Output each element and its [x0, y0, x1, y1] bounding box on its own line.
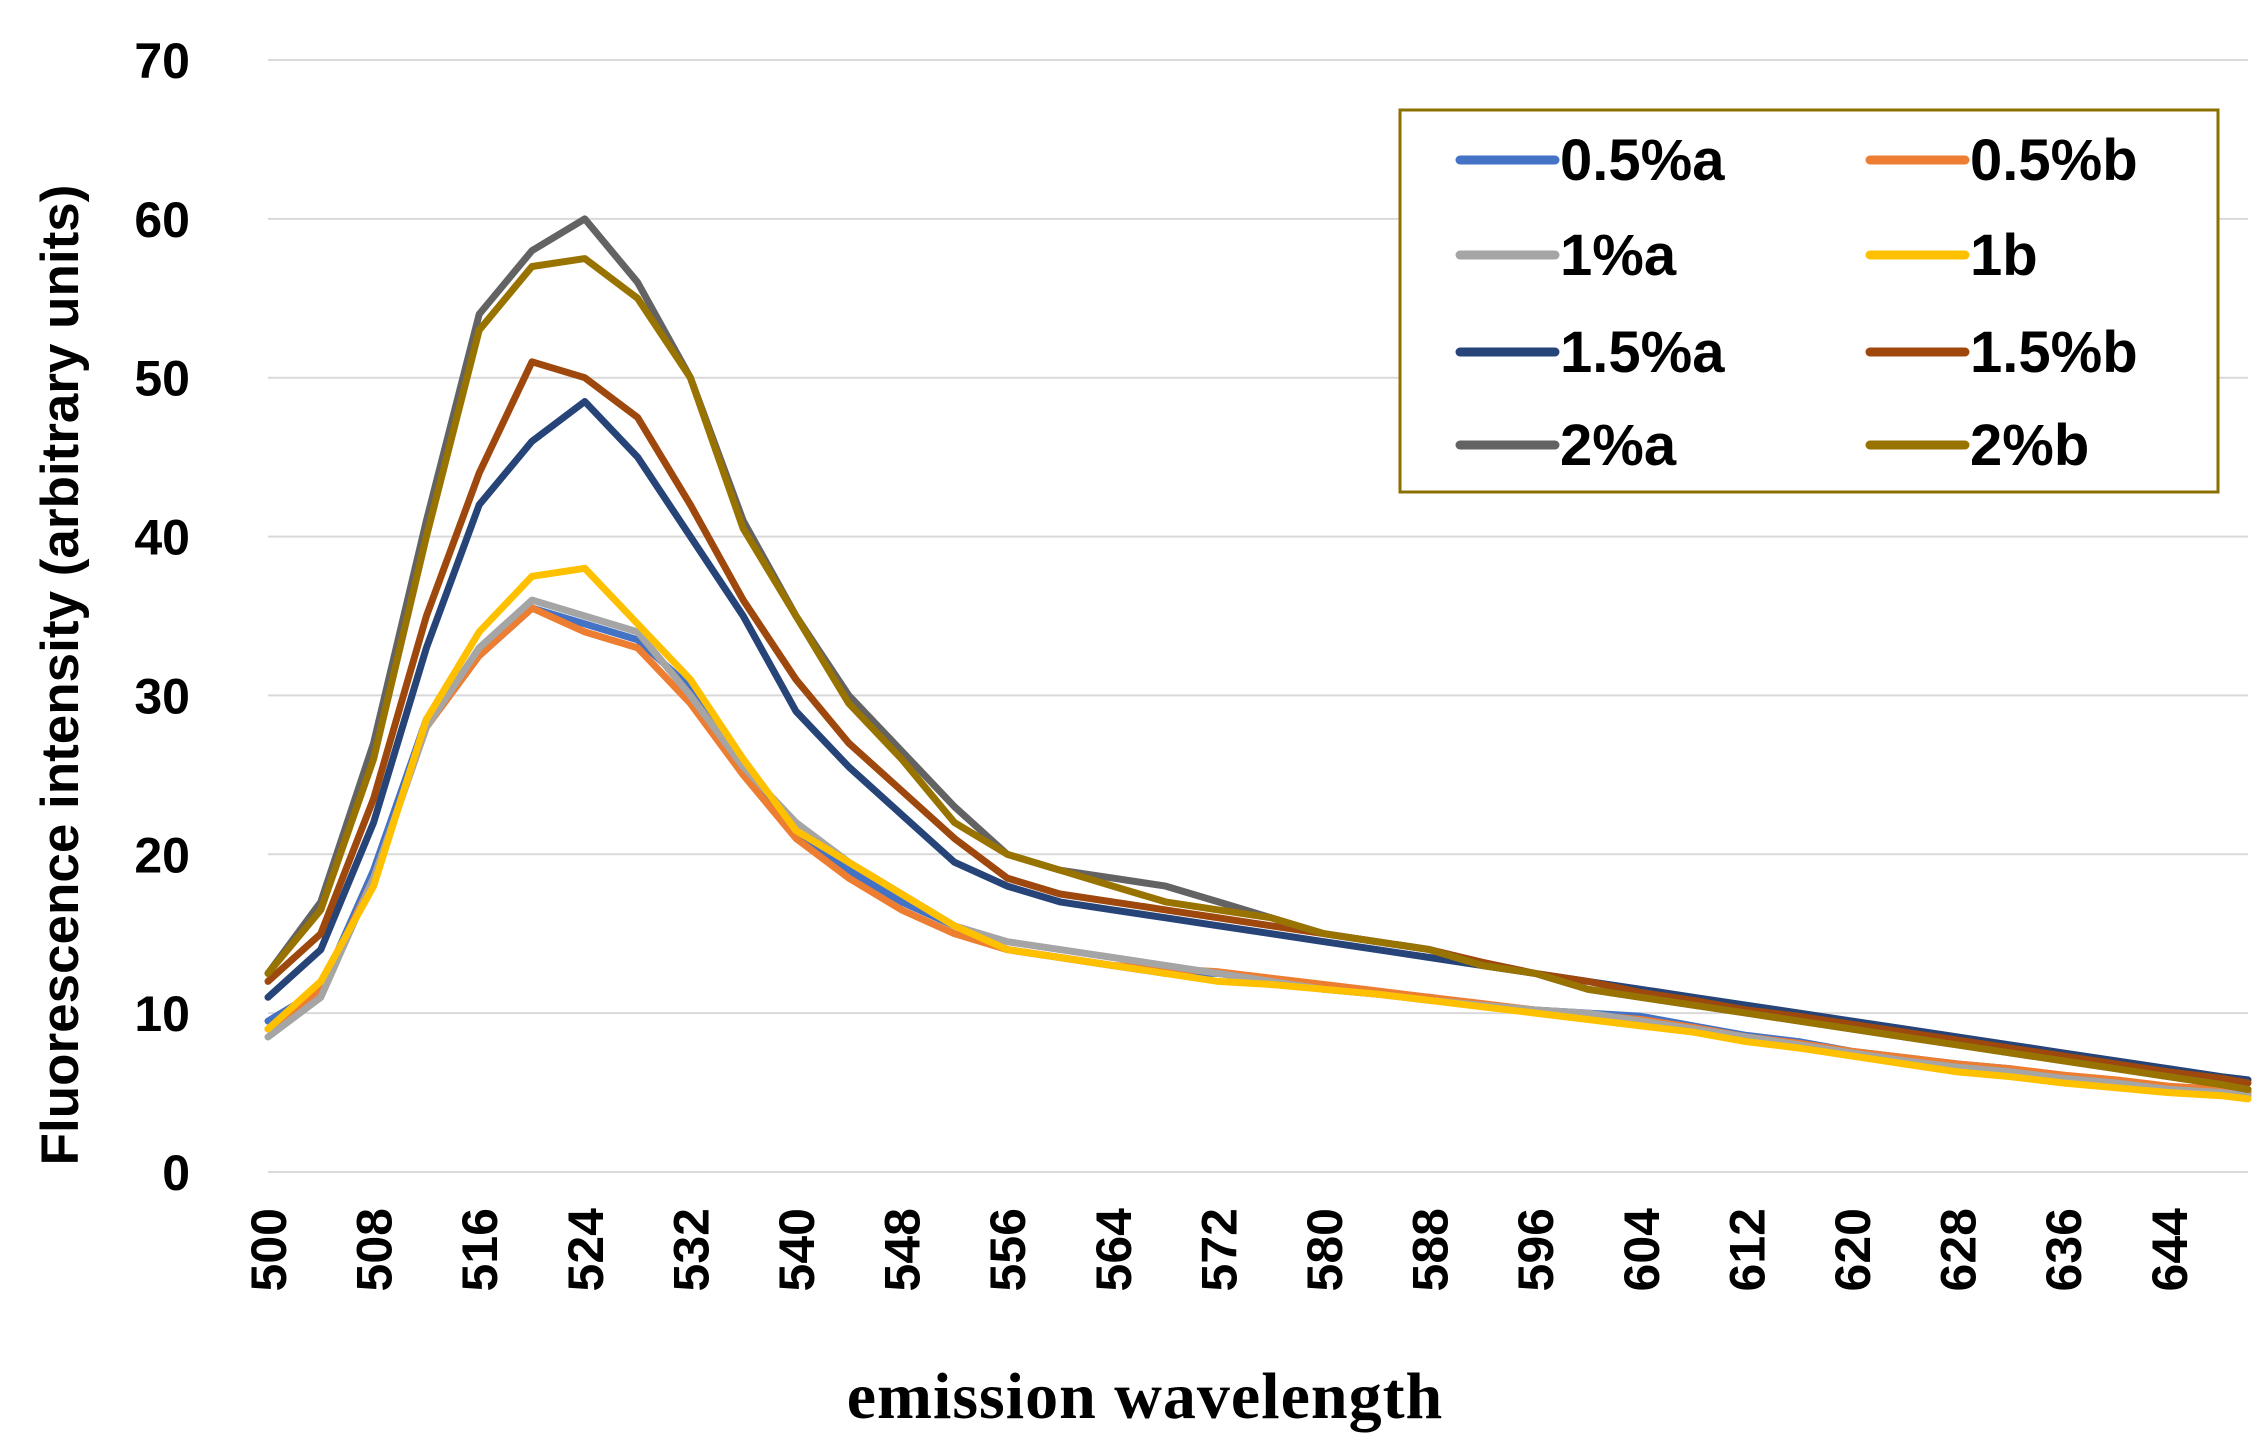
legend-label: 1%a [1560, 223, 1677, 288]
y-tick-label: 0 [162, 1145, 190, 1201]
y-tick-label: 60 [134, 192, 190, 248]
x-tick-label: 508 [347, 1208, 403, 1291]
x-tick-label: 564 [1086, 1208, 1142, 1292]
y-tick-label: 40 [134, 510, 190, 566]
x-tick-label: 612 [1719, 1208, 1775, 1291]
y-tick-label: 50 [134, 351, 190, 407]
legend-label: 1.5%b [1970, 320, 2138, 385]
legend-label: 2%b [1970, 413, 2089, 478]
legend-label: 0.5%a [1560, 128, 1725, 193]
series-line-2-b [264, 255, 2252, 1093]
x-tick-label: 588 [1403, 1208, 1459, 1291]
x-tick-label: 644 [2142, 1208, 2198, 1292]
x-tick-label: 540 [769, 1208, 825, 1291]
x-tick-label: 604 [1614, 1208, 1670, 1292]
y-axis-ticks: 0 10 20 30 40 50 60 70 [134, 33, 190, 1201]
series-line-0-5-b [264, 604, 2252, 1097]
x-tick-label: 620 [1825, 1208, 1881, 1291]
legend-box [1398, 108, 2220, 494]
x-tick-label: 532 [663, 1208, 719, 1291]
x-tick-label: 596 [1508, 1208, 1564, 1291]
y-tick-label: 30 [134, 668, 190, 724]
x-tick-label: 628 [1931, 1208, 1987, 1291]
legend-label: 1b [1970, 223, 2038, 288]
legend: 0.5%a 0.5%b 1%a 1b 1.5%a 1.5%b 2%a 2%b [1398, 108, 2220, 494]
series-line-0-5-a [264, 604, 2252, 1097]
x-tick-label: 580 [1297, 1208, 1353, 1291]
legend-label: 2%a [1560, 413, 1677, 478]
series-line-1-5-b [264, 358, 2252, 1087]
series-lines [264, 215, 2252, 1103]
x-axis-ticks: 500 508 516 524 532 540 548 556 564 572 580 588 596 6… [241, 1208, 2198, 1292]
x-tick-label: 516 [452, 1208, 508, 1291]
y-tick-label: 70 [134, 33, 190, 89]
y-tick-label: 10 [134, 986, 190, 1042]
series-line-1-a [264, 596, 2252, 1100]
x-axis-label: emission wavelength [847, 1360, 1444, 1433]
x-tick-label: 500 [241, 1208, 297, 1291]
gridlines [268, 59, 2248, 1173]
legend-label: 1.5%a [1560, 320, 1725, 385]
legend-label: 0.5%b [1970, 128, 2138, 193]
y-axis-label: Fluorescence intensity (arbitrary units) [31, 185, 90, 1166]
x-tick-label: 572 [1191, 1208, 1247, 1291]
x-tick-label: 556 [980, 1208, 1036, 1291]
x-tick-label: 524 [558, 1208, 614, 1292]
y-tick-label: 20 [134, 827, 190, 883]
series-line-1b [264, 564, 2252, 1103]
x-tick-label: 548 [875, 1208, 931, 1291]
x-tick-label: 636 [2036, 1208, 2092, 1291]
